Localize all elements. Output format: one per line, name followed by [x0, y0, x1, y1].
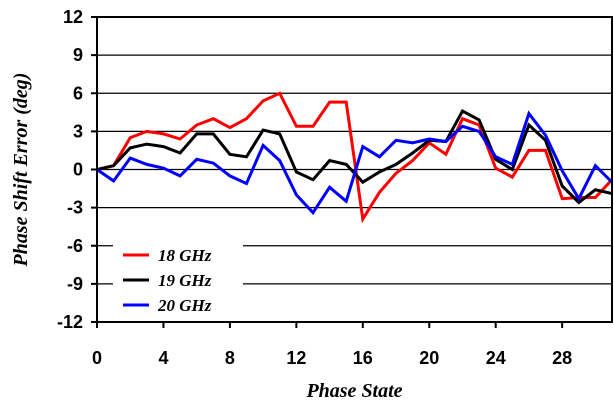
y-tick-labels: 12 9 6 3 0 -3 -6 -9 -12: [57, 7, 83, 332]
legend-label: 20 GHz: [157, 296, 212, 315]
x-tick-label: 24: [486, 348, 506, 368]
legend-label: 19 GHz: [158, 271, 212, 290]
legend: 18 GHz 19 GHz 20 GHz: [123, 246, 212, 315]
legend-label: 18 GHz: [158, 246, 212, 265]
y-tick-label: 0: [73, 160, 83, 180]
series-lines: [97, 91, 612, 224]
x-tick-label: 28: [552, 348, 572, 368]
series-line-20-ghz: [97, 110, 612, 216]
x-tick-label: 4: [158, 348, 168, 368]
x-tick-label: 20: [419, 348, 439, 368]
y-tick-label: 3: [73, 121, 83, 141]
y-tick-label: 6: [73, 83, 83, 103]
x-tick-label: 16: [353, 348, 373, 368]
y-tick-label: -3: [67, 198, 83, 218]
x-tick-label: 0: [92, 348, 102, 368]
legend-background: [113, 236, 243, 316]
x-axis-title: Phase State: [305, 380, 402, 402]
y-tick-label: 12: [63, 7, 83, 27]
x-tick-labels: 0 4 8 12 16 20 24 28: [92, 348, 572, 368]
y-tick-label: -12: [57, 312, 83, 332]
plot-frame: [96, 16, 613, 323]
x-tick-label: 8: [225, 348, 235, 368]
y-tick-label: -9: [67, 274, 83, 294]
x-tick-label: 12: [286, 348, 306, 368]
series-line-18-ghz: [97, 91, 612, 224]
y-axis-title: Phase Shift Error (deg): [10, 73, 32, 268]
y-tick-label: 9: [73, 45, 83, 65]
y-tick-label: -6: [67, 236, 83, 256]
